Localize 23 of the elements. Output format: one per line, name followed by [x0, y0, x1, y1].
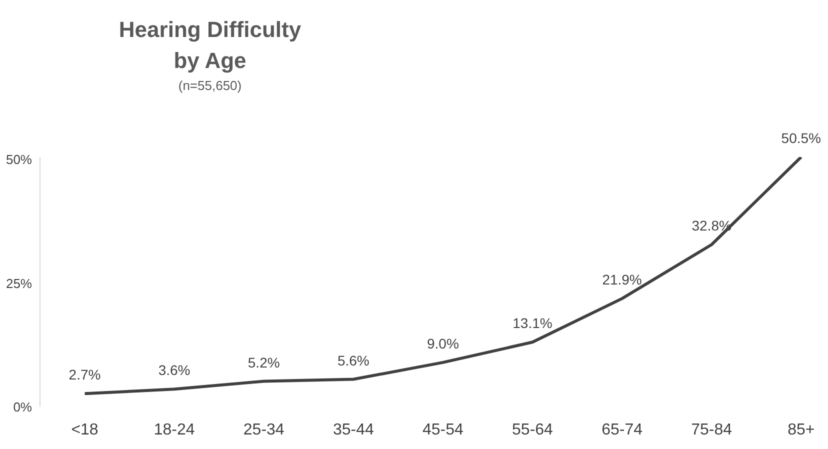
- data-label: 32.8%: [692, 218, 732, 234]
- data-label: 50.5%: [781, 130, 821, 146]
- x-tick-label: 55-64: [512, 421, 554, 438]
- x-tick-label: 35-44: [332, 421, 374, 438]
- data-label: 5.2%: [248, 354, 280, 370]
- data-label: 2.7%: [68, 366, 101, 383]
- x-tick-label: 45-54: [422, 421, 464, 438]
- x-tick-label: 65-74: [602, 421, 643, 438]
- x-tick-label: 18-24: [154, 421, 195, 438]
- data-label: 3.6%: [158, 362, 190, 378]
- x-tick-label: <18: [71, 421, 98, 438]
- y-tick-label: 50%: [6, 152, 32, 168]
- x-tick-label: 85+: [788, 421, 815, 438]
- data-label: 5.6%: [337, 352, 370, 368]
- data-label: 21.9%: [602, 272, 642, 288]
- chart-title: Hearing Difficulty by Age: [118, 16, 302, 75]
- chart-subtitle: (n=55,650): [177, 78, 243, 93]
- data-label: 9.0%: [426, 335, 459, 352]
- y-tick-label: 25%: [6, 276, 32, 291]
- x-tick-label: 75-84: [691, 421, 732, 438]
- y-tick-label: 0%: [13, 400, 32, 415]
- x-tick-label: 25-34: [243, 421, 284, 438]
- data-label: 13.1%: [512, 315, 552, 332]
